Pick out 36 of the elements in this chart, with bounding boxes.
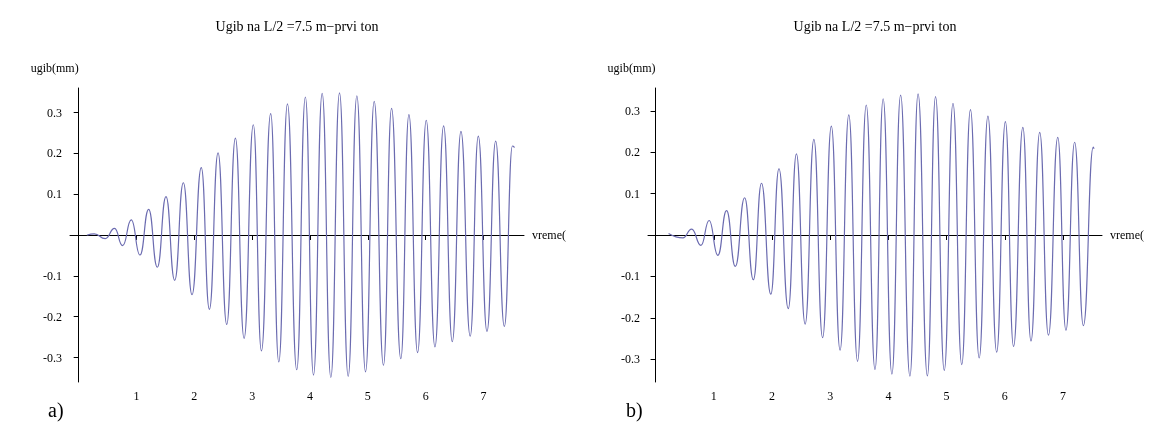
x-tick-label: 3 <box>827 389 834 403</box>
x-axis-title: vreme( <box>532 228 566 242</box>
y-axis-title: ugib(mm) <box>607 61 656 75</box>
x-tick-label: 6 <box>422 389 429 403</box>
chart-title: Ugib na L/2 =7.5 m−prvi ton <box>793 18 957 34</box>
y-tick-label: 0.2 <box>625 145 640 160</box>
x-tick-label: 6 <box>1001 389 1008 403</box>
x-tick-label: 2 <box>768 389 775 403</box>
y-tick-label: 0.1 <box>625 186 640 201</box>
y-tick-label: 0.3 <box>625 103 640 118</box>
x-tick-label: 5 <box>364 389 371 403</box>
x-tick-label: 7 <box>480 389 487 403</box>
text: b) <box>626 399 643 422</box>
x-tick-label: 1 <box>710 389 717 403</box>
text: a) <box>48 399 64 422</box>
line-series <box>86 92 515 379</box>
x-tick-label: 1 <box>133 389 140 403</box>
y-tick-label: -0.2 <box>43 309 62 324</box>
y-tick-label: 0.1 <box>47 187 62 202</box>
y-tick-label: 0.3 <box>47 105 62 120</box>
y-tick-label: -0.2 <box>621 310 640 325</box>
chart-title: Ugib na L/2 =7.5 m−prvi ton <box>215 18 379 34</box>
x-tick-label: 2 <box>191 389 198 403</box>
y-tick-label: -0.1 <box>43 268 62 283</box>
x-tick-label: 3 <box>249 389 256 403</box>
x-tick-label: 4 <box>885 389 892 403</box>
x-tick-label: 7 <box>1060 389 1066 403</box>
y-axis-title: ugib(mm) <box>30 61 79 75</box>
y-tick-label: 0.2 <box>47 146 62 161</box>
y-tick-label: -0.3 <box>621 352 640 367</box>
y-tick-label: -0.1 <box>621 269 640 284</box>
line-series <box>668 93 1095 377</box>
x-axis-title: vreme( <box>1110 228 1144 242</box>
y-tick-label: -0.3 <box>43 350 62 365</box>
x-tick-label: 5 <box>943 389 950 403</box>
x-tick-label: 4 <box>307 389 314 403</box>
